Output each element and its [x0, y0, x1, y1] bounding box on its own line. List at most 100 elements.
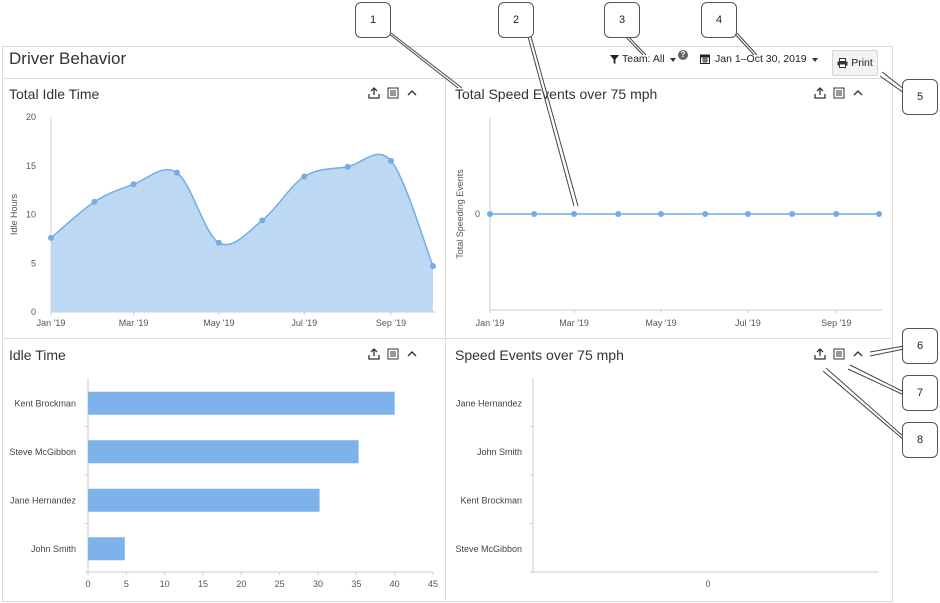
category-label: Kent Brockman — [14, 398, 76, 408]
category-label: Jane Hernandez — [456, 398, 523, 408]
callout-5: 5 — [902, 79, 938, 115]
calendar-icon — [700, 54, 710, 64]
print-icon — [837, 58, 848, 68]
data-point — [789, 211, 796, 217]
data-point — [301, 173, 308, 180]
callout-7: 7 — [902, 375, 938, 411]
export-icon[interactable] — [814, 87, 826, 99]
x-tick-label: 30 — [313, 579, 323, 589]
header-divider — [3, 78, 891, 79]
data-point — [744, 211, 751, 217]
data-point — [91, 198, 98, 205]
collapse-icon[interactable] — [406, 87, 418, 99]
list-icon[interactable] — [833, 348, 845, 360]
collapse-icon[interactable] — [852, 348, 864, 360]
print-button[interactable]: Print — [832, 50, 878, 76]
y-axis-label: Total Speeding Events — [455, 169, 465, 259]
x-tick-label: 20 — [236, 579, 246, 589]
callout-6: 6 — [902, 328, 938, 364]
data-point — [130, 181, 137, 188]
speed-events-bar-chart: Jane Hernandez John Smith Kent Brockman Ste… — [455, 378, 879, 589]
y-tick-label: 5 — [31, 258, 36, 268]
x-tick-label: May '19 — [645, 318, 676, 328]
chevron-down-icon — [811, 57, 818, 62]
category-label: Kent Brockman — [460, 495, 522, 505]
data-point — [876, 211, 882, 217]
collapse-icon[interactable] — [406, 348, 418, 360]
chevron-down-icon — [669, 57, 676, 62]
x-tick-label: 0 — [85, 579, 90, 589]
x-tick-label: 10 — [160, 579, 170, 589]
help-icon[interactable]: ? — [678, 50, 688, 60]
list-icon[interactable] — [387, 348, 399, 360]
y-tick-label: 20 — [26, 112, 36, 122]
panel-title-total-idle-time: Total Idle Time — [9, 86, 100, 102]
x-tick-label: 40 — [390, 579, 400, 589]
callout-3: 3 — [604, 2, 640, 38]
data-point — [388, 157, 395, 164]
data-point — [487, 211, 493, 217]
total-idle-time-chart: 0 5 10 15 20 Idle Hours Jan '19 Mar '19 May '19 J… — [9, 112, 436, 328]
series-area — [51, 154, 433, 312]
x-tick-label: Sep '19 — [376, 318, 406, 328]
panel-toolbar — [814, 87, 864, 99]
list-icon[interactable] — [833, 87, 845, 99]
page-title: Driver Behavior — [9, 49, 127, 68]
callout-4: 4 — [701, 2, 737, 38]
x-tick-label: Sep '19 — [821, 318, 851, 328]
data-point — [259, 217, 266, 224]
date-range-label: Jan 1–Oct 30, 2019 — [715, 53, 807, 65]
row-divider — [3, 338, 891, 339]
bar — [88, 488, 320, 512]
list-icon[interactable] — [387, 87, 399, 99]
x-tick-label: 15 — [198, 579, 208, 589]
y-tick-label: 15 — [26, 161, 36, 171]
category-label: Steve McGibbon — [9, 447, 76, 457]
x-tick-label: 25 — [275, 579, 285, 589]
x-tick-label: Jul '19 — [291, 318, 317, 328]
team-filter-label: Team: All — [622, 53, 665, 65]
data-point — [48, 234, 54, 241]
data-point — [702, 211, 709, 217]
print-label: Print — [851, 57, 873, 69]
x-tick-label: Mar '19 — [559, 318, 589, 328]
export-icon[interactable] — [814, 348, 826, 360]
x-tick-label: 35 — [351, 579, 361, 589]
bar — [88, 537, 125, 561]
data-point — [531, 211, 538, 217]
data-point — [430, 263, 436, 270]
total-speed-events-chart: 0 Total Speeding Events Jan '19 Mar '19 May … — [455, 117, 882, 328]
category-label: Jane Hernandez — [10, 495, 77, 505]
x-tick-label: Jan '19 — [37, 318, 66, 328]
callout-8: 8 — [902, 422, 938, 458]
callout-1: 1 — [355, 2, 391, 38]
idle-time-bar-chart: Kent Brockman Steve McGibbon Jane Hernande… — [9, 378, 438, 589]
panel-title-idle-time: Idle Time — [9, 347, 66, 363]
panel-toolbar — [814, 348, 864, 360]
data-point — [215, 239, 222, 246]
data-point — [833, 211, 840, 217]
y-tick-label: 0 — [475, 209, 480, 219]
x-tick-label: Jul '19 — [735, 318, 761, 328]
collapse-icon[interactable] — [852, 87, 864, 99]
category-label: John Smith — [477, 447, 522, 457]
category-label: Steve McGibbon — [455, 544, 522, 554]
x-tick-label: 5 — [124, 579, 129, 589]
category-label: John Smith — [31, 544, 76, 554]
data-point — [344, 163, 351, 170]
filter-icon — [610, 54, 619, 64]
panel-toolbar — [368, 348, 418, 360]
panel-title-speed-events: Speed Events over 75 mph — [455, 347, 624, 363]
data-point — [173, 169, 180, 176]
export-icon[interactable] — [368, 87, 380, 99]
team-filter[interactable]: Team: All — [610, 53, 676, 65]
export-icon[interactable] — [368, 348, 380, 360]
bar — [88, 391, 395, 415]
panel-toolbar — [368, 87, 418, 99]
x-tick-label: Jan '19 — [476, 318, 505, 328]
y-tick-label: 10 — [26, 210, 36, 220]
column-divider — [445, 79, 446, 600]
y-tick-label: 0 — [31, 307, 36, 317]
x-tick-label: May '19 — [203, 318, 234, 328]
date-range-filter[interactable]: Jan 1–Oct 30, 2019 — [700, 53, 818, 65]
